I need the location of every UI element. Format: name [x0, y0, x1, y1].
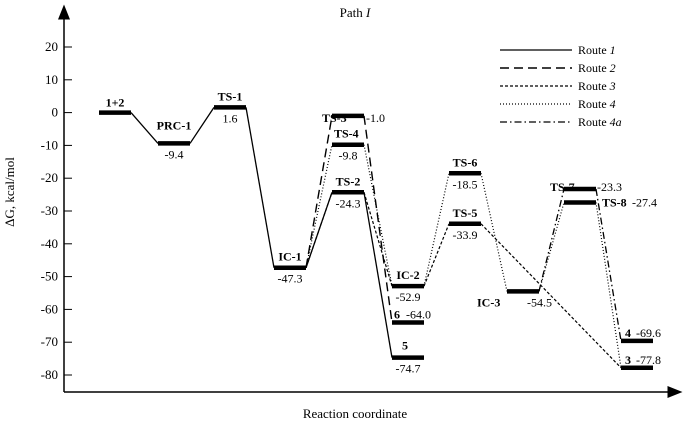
level-value-label: -27.4 [632, 195, 657, 209]
level-name-label: PRC-1 [157, 118, 192, 132]
level-value-label: 1.6 [223, 111, 238, 125]
level-name-label: 6 [394, 308, 400, 322]
level-name-label: TS-3 [322, 111, 347, 125]
levels [99, 105, 653, 371]
level-value-label: -77.8 [636, 353, 661, 367]
level-name-label: TS-6 [453, 155, 478, 169]
y-tick-label: -20 [41, 170, 58, 185]
route-segment [363, 192, 393, 287]
y-tick-label: -70 [41, 334, 58, 349]
level-labels: 1+2 PRC-1 -9.4 TS-1 1.6 IC-1 -47.3 TS-3 -1.0 TS-4… [106, 89, 661, 375]
route-segment [305, 144, 333, 268]
level-name-label: IC-3 [477, 295, 500, 309]
level-value-label: -64.0 [406, 308, 431, 322]
route-segment [538, 202, 565, 292]
level-name-label: 4 [625, 326, 631, 340]
route-segment [480, 223, 622, 369]
y-ticks: 20 10 0 -10 -20 -30 -40 -50 -60 -70 -80 [41, 39, 72, 382]
y-tick-label: -30 [41, 203, 58, 218]
y-axis-label: ΔG, kcal/mol [2, 157, 17, 227]
legend-label: Route 2 [578, 61, 616, 75]
level-value-label: -69.6 [636, 326, 661, 340]
chart-title: Path I [340, 5, 371, 20]
level-name-label: 1+2 [106, 96, 125, 110]
y-tick-label: 10 [45, 72, 58, 87]
route-segment [423, 173, 450, 287]
y-tick-label: -40 [41, 236, 58, 251]
level-name-label: IC-1 [278, 250, 301, 264]
route-segment [245, 107, 275, 268]
level-value-label: -74.7 [396, 362, 421, 376]
level-value-label: -23.3 [597, 180, 622, 194]
route-segment [363, 115, 393, 323]
level-value-label: -9.4 [165, 147, 184, 161]
route-segment [423, 223, 450, 287]
level-name-label: TS-5 [453, 206, 478, 220]
route-segment [130, 112, 159, 144]
level-name-label: TS-1 [218, 89, 243, 103]
legend-label: Route 4a [578, 115, 622, 129]
level-value-label: -52.9 [396, 290, 421, 304]
level-name-label: 5 [402, 339, 408, 353]
route-segment [305, 192, 333, 268]
level-value-label: -54.5 [527, 295, 552, 309]
axes [58, 4, 683, 398]
legend-label: Route 3 [578, 79, 616, 93]
level-value-label: -47.3 [278, 272, 303, 286]
level-value-label: -24.3 [336, 196, 361, 210]
route-segment [363, 192, 393, 358]
route-segment [305, 115, 333, 268]
y-tick-label: -60 [41, 301, 58, 316]
route-segment [595, 188, 622, 341]
y-tick-label: -10 [41, 137, 58, 152]
legend-label: Route 1 [578, 43, 616, 57]
legend-label: Route 4 [578, 97, 616, 111]
y-tick-label: -80 [41, 367, 58, 382]
route-segment [480, 173, 508, 292]
level-name-label: TS-8 [602, 195, 627, 209]
y-tick-label: -50 [41, 269, 58, 284]
x-axis-label: Reaction coordinate [303, 406, 408, 421]
routes [130, 106, 622, 369]
y-tick-label: 0 [52, 105, 59, 120]
level-value-label: -1.0 [366, 111, 385, 125]
y-tick-label: 20 [45, 39, 58, 54]
legend: Route 1 Route 2 Route 3 Route 4 Route 4a [500, 43, 622, 129]
level-value-label: -9.8 [339, 149, 358, 163]
level-value-label: -33.9 [453, 228, 478, 242]
level-name-label: TS-2 [336, 174, 361, 188]
level-name-label: TS-4 [334, 127, 359, 141]
level-name-label: IC-2 [396, 268, 419, 282]
level-name-label: 3 [625, 353, 631, 367]
route-segment [189, 106, 215, 144]
route-segment [363, 144, 393, 287]
route-segment [538, 188, 565, 292]
level-name-label: TS-7 [550, 180, 575, 194]
route-segment [595, 202, 622, 368]
level-value-label: -18.5 [453, 177, 478, 191]
